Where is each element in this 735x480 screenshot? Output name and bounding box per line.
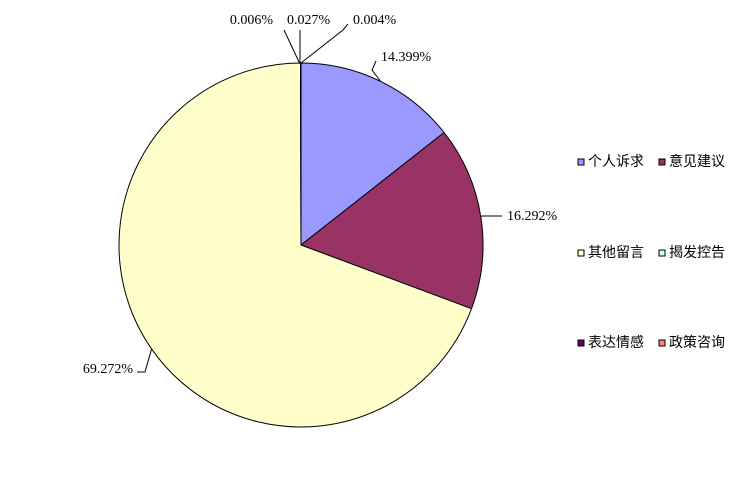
legend-swatch-2 [578, 250, 584, 256]
data-label-0: 14.399% [381, 50, 432, 65]
leader-line-1 [481, 216, 502, 217]
legend-swatch-3 [659, 250, 665, 256]
pie-slices [119, 63, 483, 427]
legend-swatch-1 [659, 159, 665, 165]
legend-swatch-4 [578, 340, 584, 346]
data-label-5: 0.004% [353, 13, 397, 28]
leader-line-2 [137, 349, 152, 372]
leader-line-3 [284, 30, 301, 63]
data-label-1: 16.292% [507, 209, 558, 224]
data-label-4: 0.027% [287, 13, 331, 28]
legend-label-5: 政策咨询 [669, 334, 725, 351]
legend-label-4: 表达情感 [588, 334, 644, 351]
leader-line-4 [300, 30, 301, 63]
legend-label-0: 个人诉求 [588, 154, 644, 170]
leader-line-5 [301, 24, 348, 63]
legend-label-1: 意见建议 [669, 153, 725, 170]
legend-swatch-5 [659, 340, 665, 346]
data-label-3: 0.006% [230, 13, 274, 28]
legend-swatch-0 [578, 159, 584, 165]
legend-label-3: 揭发控告 [669, 245, 725, 261]
legend-label-2: 其他留言 [588, 245, 644, 261]
data-label-2: 69.272% [83, 362, 134, 377]
